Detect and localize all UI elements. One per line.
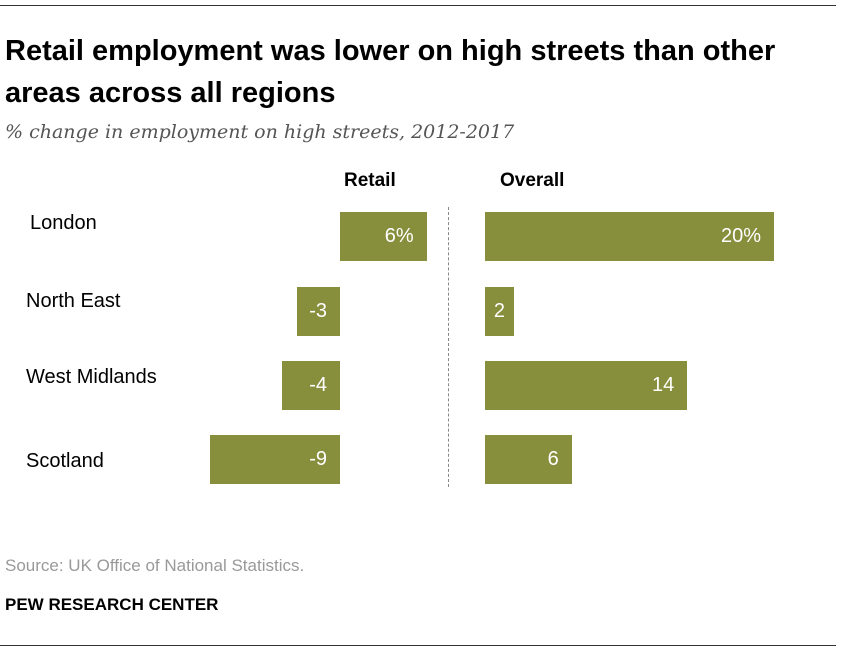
data-label: -4	[309, 374, 327, 396]
series-header-overall: Overall	[500, 170, 565, 191]
bar-overall: 2	[485, 287, 514, 336]
bar-retail: 6%	[340, 212, 427, 261]
bar-retail: -9	[209, 435, 340, 484]
data-label: 6%	[384, 225, 414, 247]
data-label: 2	[493, 300, 505, 322]
data-label: 14	[652, 374, 675, 396]
series-header-retail: Retail	[344, 170, 396, 191]
category-label: North East	[26, 290, 121, 312]
bar-overall: 14	[485, 361, 688, 410]
bottom-rule	[0, 645, 836, 646]
chart-title: Retail employment was lower on high stre…	[5, 35, 776, 109]
bar-overall: 20%	[485, 212, 774, 261]
data-label: -9	[309, 448, 327, 470]
category-label: West Midlands	[26, 366, 157, 388]
bar-retail: -3	[296, 287, 340, 336]
panel-divider	[448, 207, 449, 487]
data-label: 6	[547, 448, 559, 470]
category-label: London	[30, 212, 97, 234]
chart-subtitle: % change in employment on high streets, …	[5, 121, 515, 143]
bar-retail: -4	[282, 361, 340, 410]
brand-logo-text: PEW RESEARCH CENTER	[5, 595, 219, 614]
top-rule	[0, 5, 836, 6]
source-note: Source: UK Office of National Statistics…	[5, 556, 305, 575]
data-label: -3	[309, 300, 327, 322]
data-label: 20%	[720, 225, 761, 247]
bar-overall: 6	[485, 435, 572, 484]
category-label: Scotland	[26, 450, 104, 472]
